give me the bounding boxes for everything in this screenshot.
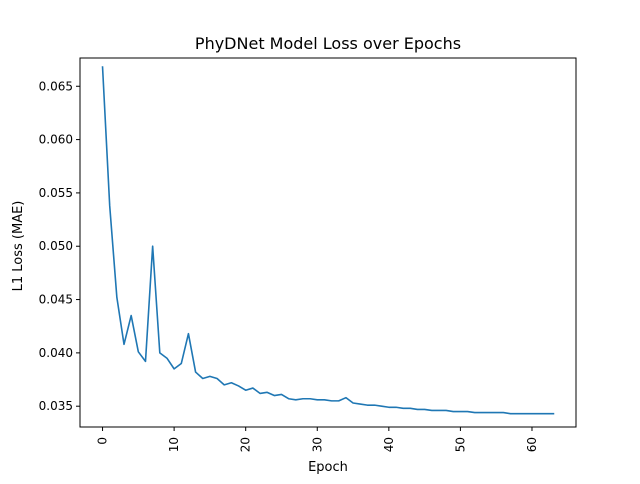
- x-tick-label: 0: [96, 437, 110, 445]
- y-tick-label: 0.065: [39, 79, 73, 93]
- series-layer: [101, 66, 555, 415]
- x-tick-label: 40: [382, 437, 396, 452]
- x-tick-label: 10: [167, 437, 181, 452]
- y-tick-label: 0.040: [39, 346, 73, 360]
- y-tick-label: 0.050: [39, 239, 73, 253]
- y-tick-label: 0.045: [39, 293, 73, 307]
- plot-area-frame: [79, 57, 577, 428]
- x-tick-label: 30: [310, 437, 324, 452]
- y-tick-label: 0.060: [39, 133, 73, 147]
- series-line-0: [101, 66, 555, 415]
- y-axis-label: L1 Loss (MAE): [11, 201, 26, 292]
- x-tick-label: 50: [453, 437, 467, 452]
- y-tick-label: 0.055: [39, 186, 73, 200]
- x-axis-label: Epoch: [308, 460, 348, 475]
- chart-title: PhyDNet Model Loss over Epochs: [195, 34, 461, 53]
- x-tick-label: 20: [239, 437, 253, 452]
- axis-ticks: 0 10 20 30 40 50 60 0.035 0.040 0.045 0.050 0.055 0.…: [39, 79, 539, 452]
- y-tick-label: 0.035: [39, 399, 73, 413]
- x-tick-label: 60: [525, 437, 539, 452]
